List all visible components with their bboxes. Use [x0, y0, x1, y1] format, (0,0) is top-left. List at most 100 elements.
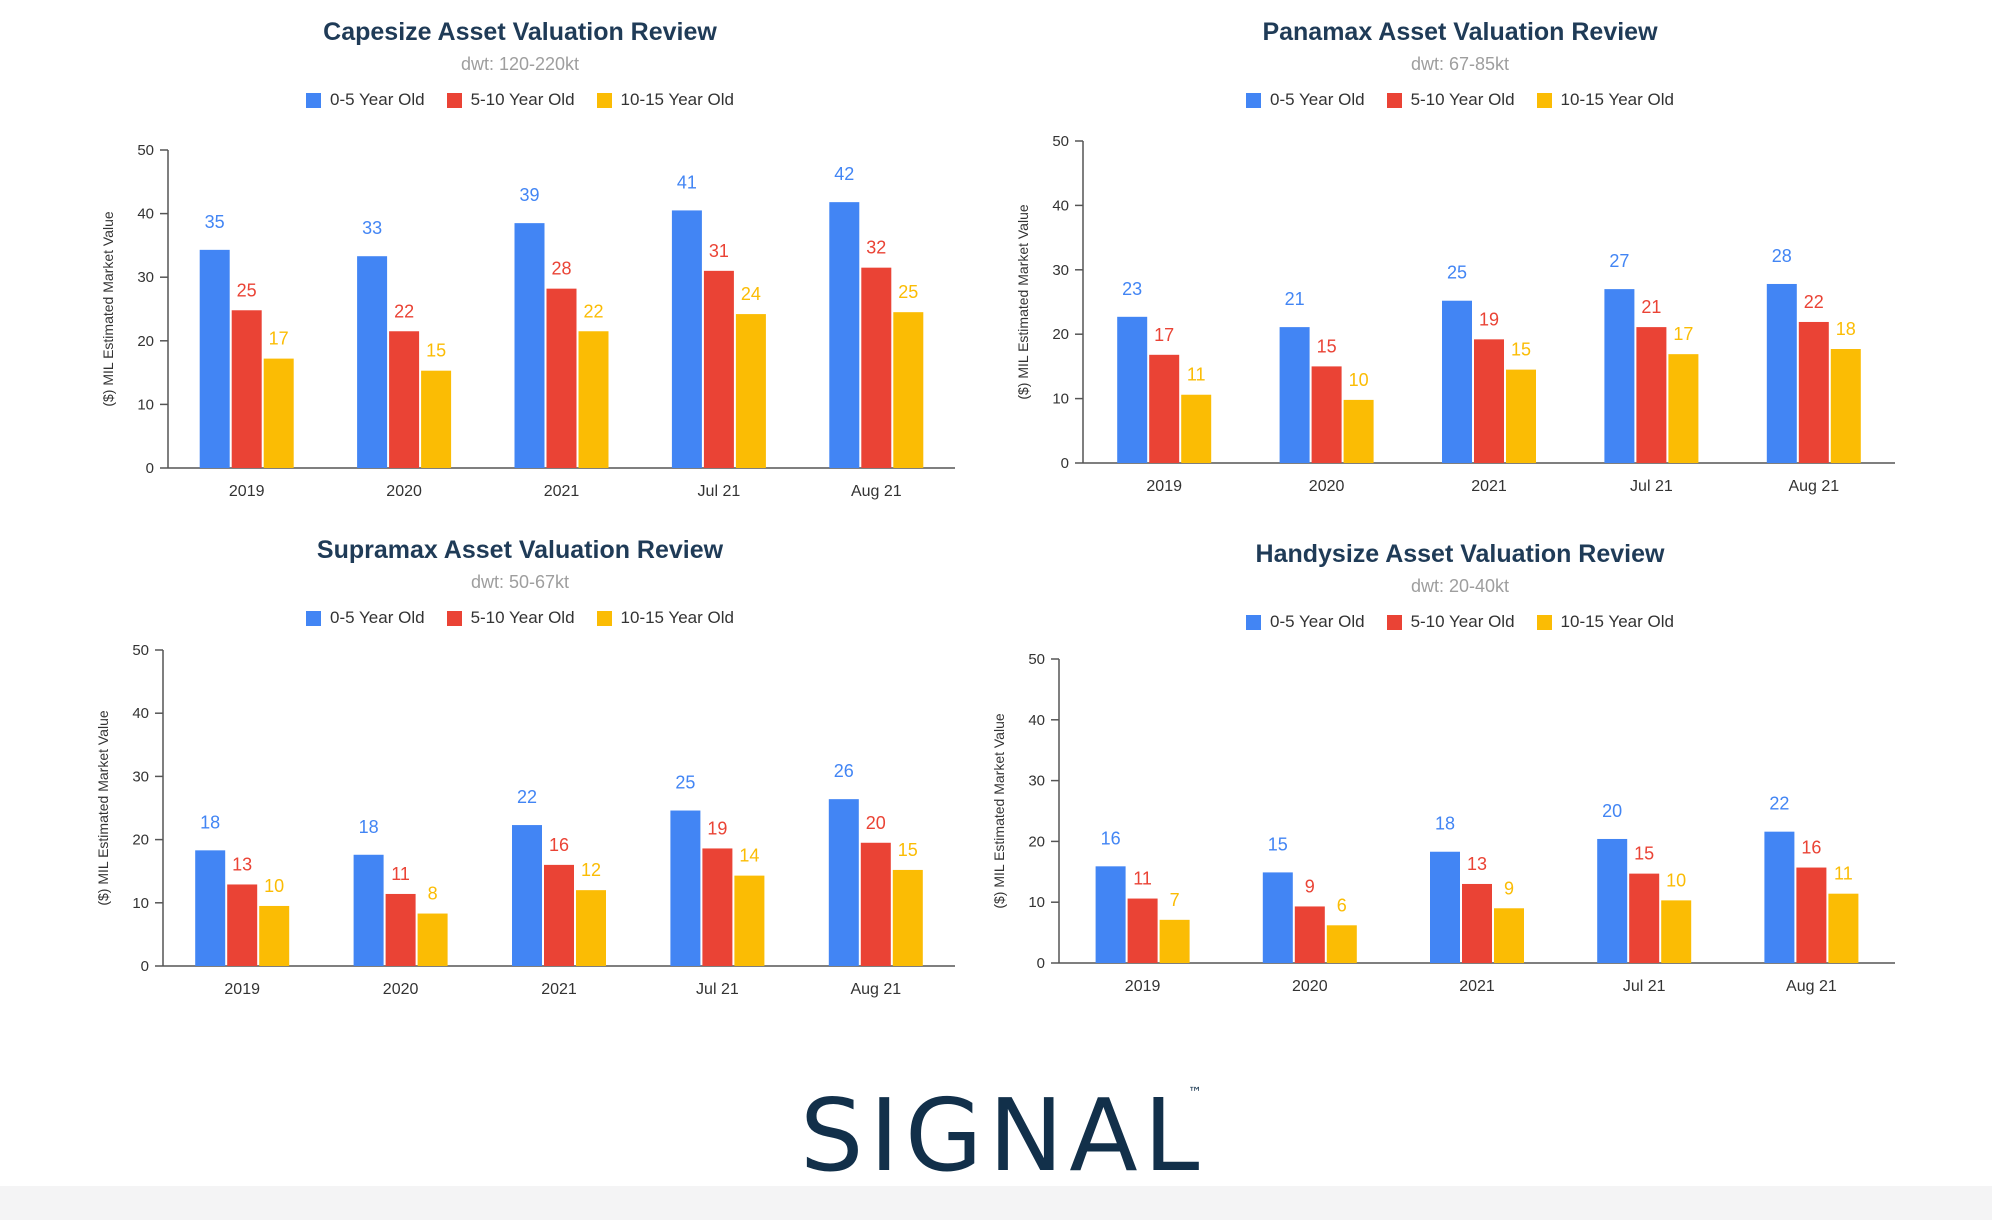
bar — [353, 854, 384, 966]
y-tick-label: 50 — [137, 142, 154, 159]
y-tick-label: 30 — [1028, 773, 1045, 790]
bar — [860, 842, 891, 966]
bar — [259, 905, 290, 966]
chart-subtitle: dwt: 120-220kt — [460, 54, 580, 74]
footer-bar — [0, 1186, 1992, 1220]
legend-item: 10-15 Year Old — [1536, 90, 1674, 110]
data-label: 11 — [391, 864, 410, 884]
data-label: 15 — [1634, 844, 1654, 864]
legend-swatch — [596, 610, 612, 626]
x-tick-label: Jul 21 — [1630, 478, 1673, 495]
data-label: 11 — [1133, 869, 1152, 889]
y-tick-label: 40 — [132, 705, 149, 722]
data-label: 10 — [264, 876, 284, 896]
y-tick-label: 20 — [1028, 833, 1045, 850]
data-label: 19 — [1479, 309, 1499, 329]
y-tick-label: 0 — [1061, 455, 1069, 472]
data-label: 23 — [1122, 279, 1142, 299]
x-tick-label: Aug 21 — [1786, 978, 1837, 995]
bar — [421, 370, 452, 468]
legend-label: 10-15 Year Old — [620, 90, 734, 109]
bar — [389, 331, 420, 468]
data-label: 22 — [1769, 794, 1789, 814]
bar — [735, 314, 766, 468]
y-tick-label: 10 — [137, 396, 154, 413]
chart-panel-handysize: Handysize Asset Valuation Review dwt: 20… — [980, 530, 1940, 1050]
bar — [1343, 399, 1374, 463]
bar — [1181, 394, 1212, 463]
data-label: 7 — [1170, 890, 1180, 910]
data-label: 33 — [362, 218, 382, 238]
data-label: 15 — [898, 840, 918, 860]
chart-legend: 0-5 Year Old 5-10 Year Old 10-15 Year Ol… — [40, 90, 1000, 110]
legend-label: 0-5 Year Old — [330, 608, 425, 627]
bar — [893, 312, 924, 468]
x-tick-label: 2020 — [1309, 478, 1345, 495]
data-label: 14 — [739, 846, 759, 866]
y-tick-label: 50 — [132, 642, 149, 659]
bar — [1474, 339, 1504, 463]
chart-panel-supramax: Supramax Asset Valuation Review dwt: 50-… — [40, 526, 1000, 1046]
legend-item: 5-10 Year Old — [446, 90, 575, 110]
data-label: 21 — [1641, 297, 1661, 317]
bar — [861, 267, 892, 468]
bar — [1506, 369, 1536, 463]
bar — [544, 864, 574, 966]
bar — [357, 256, 388, 468]
bar — [1462, 883, 1492, 963]
x-tick-label: Aug 21 — [1788, 478, 1839, 495]
data-label: 22 — [394, 301, 414, 321]
legend-label: 5-10 Year Old — [470, 608, 575, 627]
legend-label: 0-5 Year Old — [330, 90, 425, 109]
legend-label: 10-15 Year Old — [620, 608, 734, 627]
bar — [417, 913, 448, 966]
legend-item: 5-10 Year Old — [446, 608, 575, 628]
data-label: 12 — [581, 860, 601, 880]
bar — [1668, 354, 1699, 463]
data-label: 10 — [1666, 870, 1686, 890]
data-label: 18 — [1836, 319, 1856, 339]
bar-chart-plot: 0 10 20 30 40 50 ($) MIL Estimated Market Valu… — [100, 142, 955, 500]
legend-label: 5-10 Year Old — [1410, 90, 1515, 109]
chart-legend: 0-5 Year Old 5-10 Year Old 10-15 Year Ol… — [40, 608, 1000, 628]
bar — [829, 202, 860, 469]
x-tick-label: Aug 21 — [850, 981, 901, 998]
data-label: 16 — [549, 835, 569, 855]
chart-subtitle: dwt: 50-67kt — [470, 572, 570, 592]
bar — [195, 850, 226, 966]
signal-logo: SIGNAL ™ — [800, 1077, 1202, 1185]
data-label: 15 — [426, 341, 446, 361]
x-tick-label: 2021 — [541, 981, 577, 998]
x-tick-label: Jul 21 — [696, 981, 739, 998]
data-label: 25 — [675, 773, 695, 793]
bar — [671, 210, 702, 469]
x-tick-label: 2019 — [229, 483, 265, 500]
data-label: 11 — [1834, 864, 1853, 884]
chart-title: Supramax Asset Valuation Review — [316, 536, 724, 564]
y-axis-label: ($) MIL Estimated Market Value — [991, 713, 1007, 909]
y-tick-label: 30 — [137, 269, 154, 286]
x-tick-label: 2020 — [386, 483, 422, 500]
bar — [1830, 349, 1861, 463]
bar — [578, 331, 609, 468]
legend-label: 10-15 Year Old — [1560, 612, 1674, 631]
x-tick-label: Jul 21 — [698, 483, 741, 500]
data-label: 17 — [1154, 325, 1174, 345]
legend-item: 10-15 Year Old — [596, 90, 734, 110]
data-label: 15 — [1511, 340, 1531, 360]
bar — [1430, 851, 1460, 963]
bar — [670, 810, 701, 966]
chart-title: Capesize Asset Valuation Review — [323, 18, 717, 46]
y-tick-label: 0 — [141, 958, 149, 975]
bar-chart-plot: 0 10 20 30 40 50 ($) MIL Estimated Market Valu… — [991, 651, 1895, 995]
bar — [385, 893, 416, 966]
bar — [1442, 300, 1472, 463]
bar — [1828, 893, 1859, 963]
bar — [1262, 872, 1293, 963]
data-label: 22 — [583, 301, 603, 321]
bar — [1159, 919, 1190, 963]
legend-swatch — [446, 92, 462, 108]
legend-item: 0-5 Year Old — [1246, 90, 1365, 110]
chart-title: Handysize Asset Valuation Review — [1255, 540, 1665, 568]
legend-item: 5-10 Year Old — [1386, 612, 1515, 632]
